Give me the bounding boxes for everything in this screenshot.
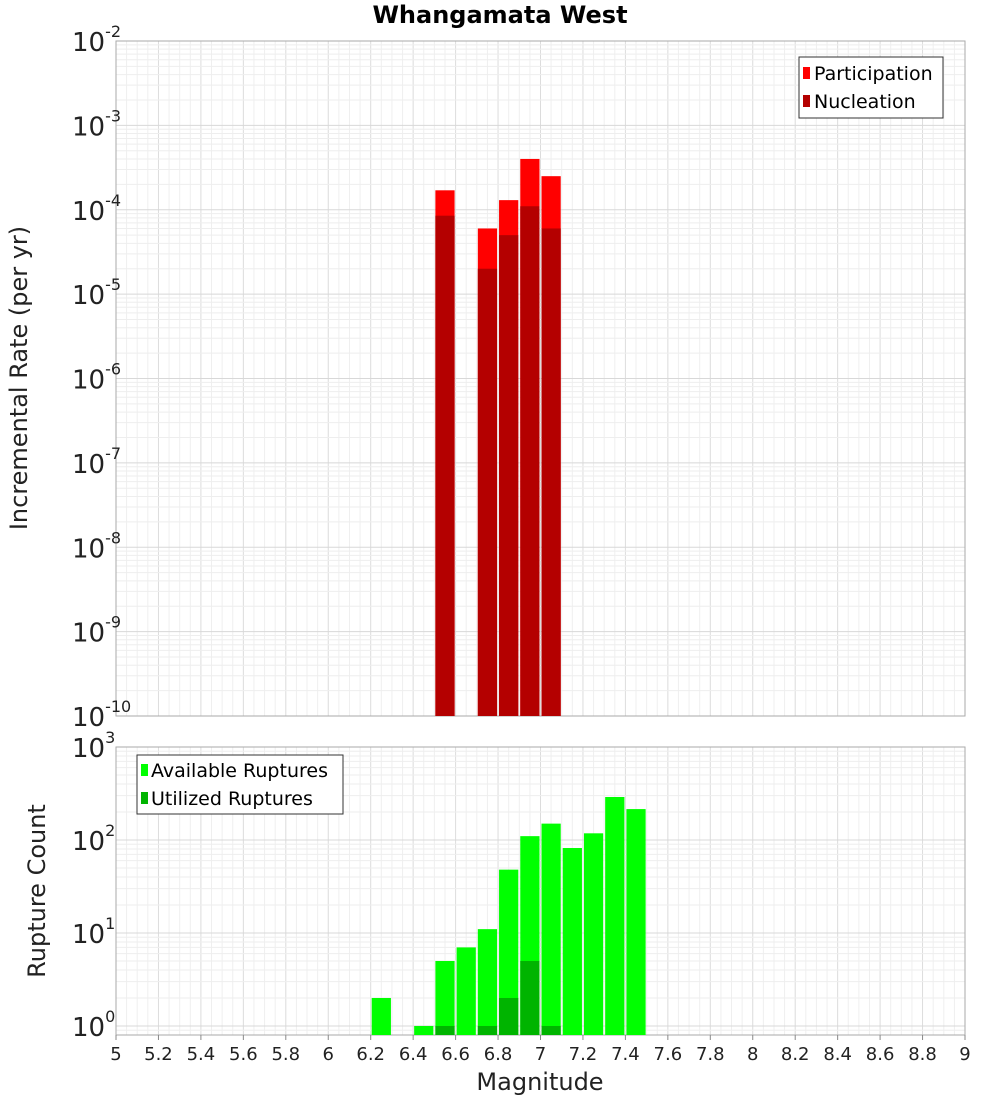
x-tick-label: 7.4 [611,1044,640,1065]
top-y-tick-label: 10-4 [72,191,121,227]
x-tick-label: 6 [323,1044,334,1065]
bottom-legend-box [136,754,344,815]
x-tick-label: 8.8 [908,1044,937,1065]
bottom-bar-available-ruptures [371,997,391,1035]
top-bar-nucleation [435,215,455,717]
top-plot-y-ticks: 10-10 10-9 10-8 10-7 10-6 10-5 10-4 10-3 10-2 [72,22,131,733]
bottom-legend: Available Ruptures Utilized Ruptures [136,754,344,815]
x-tick-label: 7.6 [654,1044,683,1065]
top-bar-nucleation [541,228,561,716]
top-plot-y-axis-label: Incremental Rate (per yr) [5,226,33,530]
top-y-tick-label: 10-6 [72,360,121,396]
bottom-bar-available-ruptures [414,1025,434,1035]
x-tick-label: 8.2 [781,1044,810,1065]
x-tick-label: 5.4 [187,1044,216,1065]
x-axis-label: Magnitude [476,1068,603,1096]
x-tick-label: 6.4 [399,1044,428,1065]
top-bar-nucleation [520,206,540,716]
top-y-tick-label: 10-5 [72,275,121,311]
x-tick-label: 8 [747,1044,758,1065]
bottom-bar-available-ruptures [626,809,646,1035]
x-tick-label: 8.4 [823,1044,852,1065]
legend-swatch-nucleation [803,95,810,107]
bottom-y-tick-label: 101 [72,914,115,950]
legend-label-nucleation: Nucleation [814,91,916,113]
legend-label-available-ruptures: Available Ruptures [151,760,328,782]
top-plot-gridlines [115,41,966,717]
x-tick-label: 7 [535,1044,546,1065]
legend-swatch-available-ruptures [141,764,148,776]
bottom-bar-utilized-ruptures [499,997,519,1035]
x-tick-label: 7.8 [696,1044,725,1065]
bottom-plot-gridlines [115,747,966,1036]
bottom-bar-available-ruptures [541,823,561,1035]
bottom-bar-utilized-ruptures [477,1025,498,1035]
legend-swatch-utilized-ruptures [141,792,148,804]
x-tick-label: 5 [110,1044,121,1065]
bottom-y-tick-label: 103 [72,728,115,764]
top-y-tick-label: 10-9 [72,613,121,649]
bottom-y-tick-label: 102 [72,821,115,857]
top-plot-bars [435,158,561,717]
x-tick-label: 6.6 [441,1044,470,1065]
chart-title: Whangamata West [372,1,627,29]
x-tick-label: 5.6 [229,1044,258,1065]
x-tick-label: 8.6 [866,1044,895,1065]
x-tick-label: 5.2 [144,1044,173,1065]
top-y-tick-label: 10-3 [72,106,121,142]
bottom-plot-y-ticks: 100 101 102 103 [72,728,115,1043]
bottom-plot-y-axis-label: Rupture Count [23,804,51,978]
bottom-bar-utilized-ruptures [520,960,540,1035]
bottom-bar-available-ruptures [583,833,604,1035]
bottom-bar-available-ruptures [435,960,455,1035]
x-tick-label: 9 [959,1044,970,1065]
bottom-bar-available-ruptures [605,796,625,1035]
top-y-tick-label: 10-7 [72,444,121,480]
top-y-tick-label: 10-10 [72,697,131,733]
legend-label-utilized-ruptures: Utilized Ruptures [151,788,313,810]
bottom-bar-utilized-ruptures [541,1025,561,1035]
top-y-tick-label: 10-2 [72,22,121,58]
bottom-bar-utilized-ruptures [435,1025,455,1035]
x-tick-label: 5.8 [271,1044,300,1065]
top-legend: Participation Nucleation [798,56,944,119]
legend-swatch-participation [803,67,810,79]
top-bar-nucleation [499,235,519,716]
top-legend-box [798,56,944,119]
x-tick-label: 6.8 [484,1044,513,1065]
bottom-plot-bars [371,796,646,1035]
bottom-bar-available-ruptures [562,848,582,1035]
bottom-bar-available-ruptures [499,869,519,1035]
x-tick-label: 6.2 [356,1044,385,1065]
bottom-bar-available-ruptures [477,929,498,1035]
bottom-plot-x-ticks: 5 5.2 5.4 5.6 5.8 6 6.2 6.4 6.6 6.8 7 7.2 7.4 7.6 7.8 8… [110,1035,971,1065]
top-plot-frame [115,40,966,717]
top-y-tick-label: 10-8 [72,528,121,564]
bottom-y-tick-label: 100 [72,1007,115,1043]
x-tick-label: 7.2 [569,1044,598,1065]
top-bar-nucleation [477,268,498,716]
legend-label-participation: Participation [814,63,933,85]
bottom-bar-available-ruptures [456,947,476,1035]
